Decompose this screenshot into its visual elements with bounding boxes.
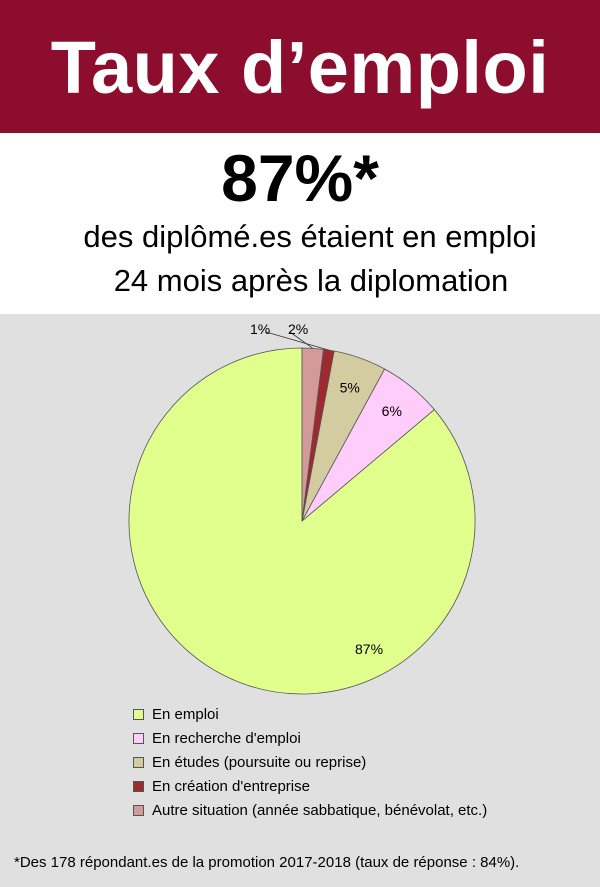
legend-label: En création d'entreprise [152,777,310,795]
leader-line [289,331,313,349]
footnote: *Des 178 répondant.es de la promotion 20… [14,854,520,871]
legend-item: En recherche d'emploi [133,726,487,750]
legend-label: En emploi [152,705,219,723]
slice-label: 87% [355,641,383,657]
legend-label: Autre situation (année sabbatique, bénév… [152,801,488,819]
legend-label: En recherche d'emploi [152,729,301,747]
legend-swatch [133,756,144,768]
slice-label: 1% [250,321,270,337]
page-title: Taux d’emploi [50,26,550,109]
stat-description-line2: 24 mois après la diplomation [113,263,509,298]
legend-swatch [133,804,144,816]
legend-item: En études (poursuite ou reprise) [133,750,487,774]
legend-label: En études (poursuite ou reprise) [152,753,367,771]
chart-panel: 87% 6% 5% 1% 2% En emploi En recherche d'empl… [0,314,600,887]
title-banner: Taux d’emploi [0,0,600,133]
chart-legend: En emploi En recherche d'emploi En études … [133,702,487,822]
legend-swatch [133,780,144,792]
legend-item: En emploi [133,702,487,726]
headline-stat: 87%* des diplômé.es étaient en emploi 24… [0,133,600,314]
stat-description-line1: des diplômé.es étaient en emploi [83,219,537,254]
slice-label: 5% [340,379,360,395]
leader-line [265,331,329,351]
legend-item: En création d'entreprise [133,774,487,798]
legend-swatch [133,732,144,744]
pie-chart: 87% 6% 5% 1% 2% [128,321,476,695]
stat-value: 87%* [221,141,379,215]
legend-item: Autre situation (année sabbatique, bénév… [133,798,487,822]
slice-label: 2% [288,321,308,337]
slice-label: 6% [382,403,402,419]
legend-swatch [133,708,144,720]
